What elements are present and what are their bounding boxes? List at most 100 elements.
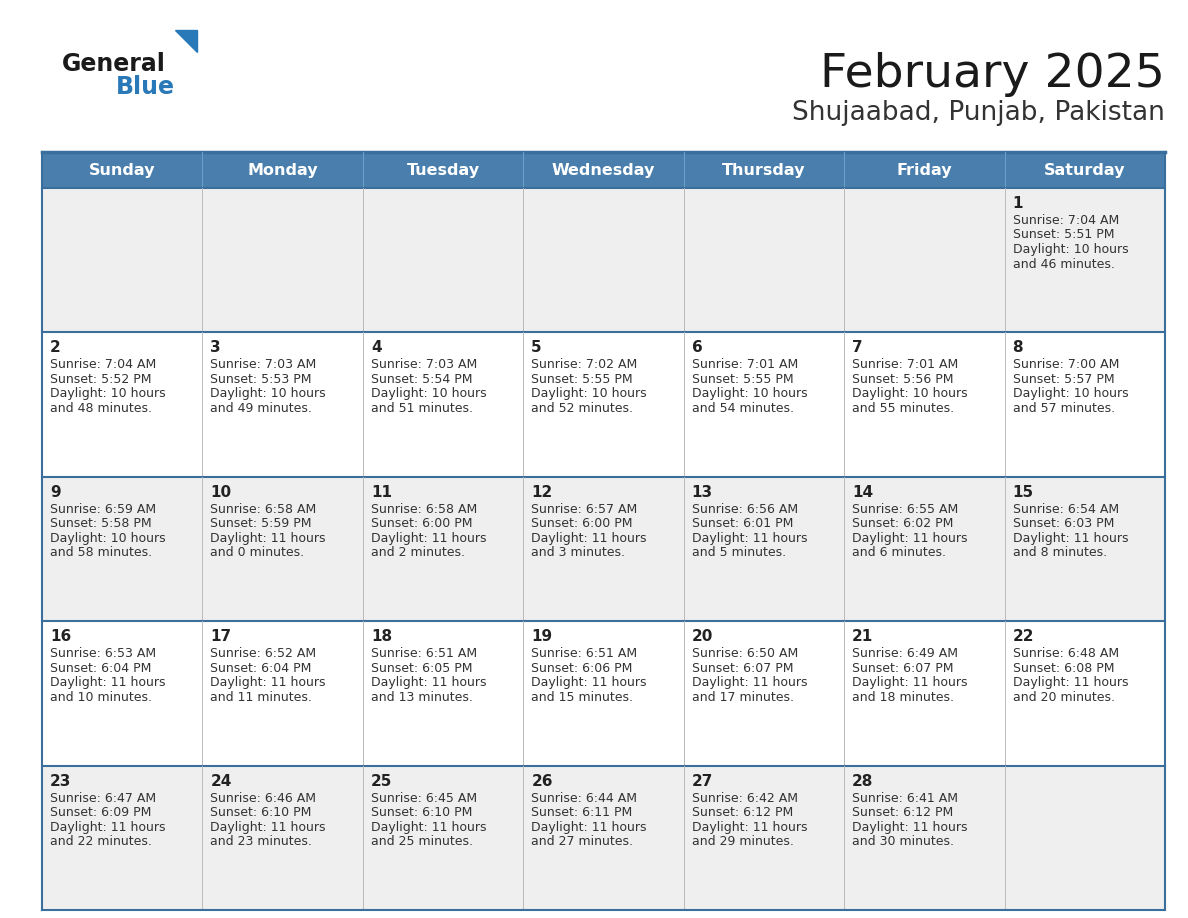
Polygon shape xyxy=(175,30,197,52)
Text: 8: 8 xyxy=(1012,341,1023,355)
Text: Sunset: 5:54 PM: Sunset: 5:54 PM xyxy=(371,373,473,386)
Text: and 52 minutes.: and 52 minutes. xyxy=(531,402,633,415)
Text: 22: 22 xyxy=(1012,629,1034,644)
Text: and 51 minutes.: and 51 minutes. xyxy=(371,402,473,415)
Text: and 58 minutes.: and 58 minutes. xyxy=(50,546,152,559)
Text: 15: 15 xyxy=(1012,485,1034,499)
Text: Sunrise: 6:49 AM: Sunrise: 6:49 AM xyxy=(852,647,959,660)
Text: Sunrise: 6:51 AM: Sunrise: 6:51 AM xyxy=(371,647,478,660)
Text: 20: 20 xyxy=(691,629,713,644)
Text: Thursday: Thursday xyxy=(722,162,805,177)
Text: and 30 minutes.: and 30 minutes. xyxy=(852,835,954,848)
Text: and 57 minutes.: and 57 minutes. xyxy=(1012,402,1114,415)
Text: Sunset: 6:09 PM: Sunset: 6:09 PM xyxy=(50,806,151,819)
Text: Sunrise: 7:03 AM: Sunrise: 7:03 AM xyxy=(210,358,317,372)
Text: 16: 16 xyxy=(50,629,71,644)
Text: Sunset: 6:03 PM: Sunset: 6:03 PM xyxy=(1012,518,1114,531)
Bar xyxy=(42,766,1165,910)
Text: and 11 minutes.: and 11 minutes. xyxy=(210,690,312,704)
Text: Sunrise: 6:51 AM: Sunrise: 6:51 AM xyxy=(531,647,638,660)
Text: Blue: Blue xyxy=(116,75,175,99)
Text: Sunset: 6:11 PM: Sunset: 6:11 PM xyxy=(531,806,632,819)
Text: Sunrise: 6:41 AM: Sunrise: 6:41 AM xyxy=(852,791,959,804)
Text: and 23 minutes.: and 23 minutes. xyxy=(210,835,312,848)
Text: and 48 minutes.: and 48 minutes. xyxy=(50,402,152,415)
Text: Sunrise: 7:03 AM: Sunrise: 7:03 AM xyxy=(371,358,478,372)
Bar xyxy=(42,188,1165,332)
Text: Daylight: 11 hours: Daylight: 11 hours xyxy=(371,677,486,689)
Text: Sunset: 5:56 PM: Sunset: 5:56 PM xyxy=(852,373,954,386)
Text: and 46 minutes.: and 46 minutes. xyxy=(1012,258,1114,271)
Text: 2: 2 xyxy=(50,341,61,355)
Text: Sunrise: 6:59 AM: Sunrise: 6:59 AM xyxy=(50,503,156,516)
Text: Daylight: 11 hours: Daylight: 11 hours xyxy=(1012,677,1129,689)
Text: Daylight: 11 hours: Daylight: 11 hours xyxy=(852,821,968,834)
Text: 19: 19 xyxy=(531,629,552,644)
Text: Sunday: Sunday xyxy=(89,162,156,177)
Text: and 27 minutes.: and 27 minutes. xyxy=(531,835,633,848)
Text: Sunrise: 6:42 AM: Sunrise: 6:42 AM xyxy=(691,791,797,804)
Text: Sunset: 5:59 PM: Sunset: 5:59 PM xyxy=(210,518,312,531)
Text: Sunrise: 7:04 AM: Sunrise: 7:04 AM xyxy=(1012,214,1119,227)
Text: 23: 23 xyxy=(50,774,71,789)
Text: Sunset: 5:52 PM: Sunset: 5:52 PM xyxy=(50,373,152,386)
Text: Daylight: 11 hours: Daylight: 11 hours xyxy=(531,821,646,834)
Text: 10: 10 xyxy=(210,485,232,499)
Text: Sunrise: 6:50 AM: Sunrise: 6:50 AM xyxy=(691,647,798,660)
Text: Sunrise: 6:55 AM: Sunrise: 6:55 AM xyxy=(852,503,959,516)
Text: 17: 17 xyxy=(210,629,232,644)
Text: Sunrise: 6:44 AM: Sunrise: 6:44 AM xyxy=(531,791,637,804)
Text: Sunset: 5:58 PM: Sunset: 5:58 PM xyxy=(50,518,152,531)
Text: and 25 minutes.: and 25 minutes. xyxy=(371,835,473,848)
Text: Daylight: 11 hours: Daylight: 11 hours xyxy=(210,821,326,834)
Text: 21: 21 xyxy=(852,629,873,644)
Text: Sunset: 6:04 PM: Sunset: 6:04 PM xyxy=(50,662,151,675)
Text: Daylight: 11 hours: Daylight: 11 hours xyxy=(691,677,807,689)
Text: Sunrise: 7:02 AM: Sunrise: 7:02 AM xyxy=(531,358,638,372)
Bar xyxy=(42,476,1165,621)
Text: Daylight: 11 hours: Daylight: 11 hours xyxy=(210,532,326,544)
Text: Sunset: 6:01 PM: Sunset: 6:01 PM xyxy=(691,518,794,531)
Text: Sunrise: 6:58 AM: Sunrise: 6:58 AM xyxy=(371,503,478,516)
Text: Daylight: 10 hours: Daylight: 10 hours xyxy=(1012,243,1129,256)
Text: and 54 minutes.: and 54 minutes. xyxy=(691,402,794,415)
Text: Sunset: 6:12 PM: Sunset: 6:12 PM xyxy=(852,806,954,819)
Text: Sunrise: 7:01 AM: Sunrise: 7:01 AM xyxy=(691,358,798,372)
Text: Sunset: 6:07 PM: Sunset: 6:07 PM xyxy=(691,662,794,675)
Text: and 18 minutes.: and 18 minutes. xyxy=(852,690,954,704)
Text: Sunset: 5:55 PM: Sunset: 5:55 PM xyxy=(531,373,633,386)
Text: 24: 24 xyxy=(210,774,232,789)
Text: Daylight: 10 hours: Daylight: 10 hours xyxy=(210,387,326,400)
Text: Sunset: 6:07 PM: Sunset: 6:07 PM xyxy=(852,662,954,675)
Text: and 22 minutes.: and 22 minutes. xyxy=(50,835,152,848)
Text: Sunset: 6:05 PM: Sunset: 6:05 PM xyxy=(371,662,473,675)
Text: and 20 minutes.: and 20 minutes. xyxy=(1012,690,1114,704)
Text: Friday: Friday xyxy=(897,162,952,177)
Text: 6: 6 xyxy=(691,341,702,355)
Text: and 0 minutes.: and 0 minutes. xyxy=(210,546,304,559)
Text: Sunset: 6:10 PM: Sunset: 6:10 PM xyxy=(371,806,473,819)
Text: Sunset: 5:53 PM: Sunset: 5:53 PM xyxy=(210,373,312,386)
Text: 27: 27 xyxy=(691,774,713,789)
Text: 5: 5 xyxy=(531,341,542,355)
Text: Monday: Monday xyxy=(247,162,318,177)
Text: Daylight: 11 hours: Daylight: 11 hours xyxy=(531,677,646,689)
Text: Daylight: 11 hours: Daylight: 11 hours xyxy=(50,821,165,834)
Text: Daylight: 11 hours: Daylight: 11 hours xyxy=(371,532,486,544)
Text: Daylight: 11 hours: Daylight: 11 hours xyxy=(210,677,326,689)
Text: Sunrise: 6:45 AM: Sunrise: 6:45 AM xyxy=(371,791,478,804)
Text: Sunrise: 7:00 AM: Sunrise: 7:00 AM xyxy=(1012,358,1119,372)
Text: Sunrise: 6:48 AM: Sunrise: 6:48 AM xyxy=(1012,647,1119,660)
Text: 9: 9 xyxy=(50,485,61,499)
Text: Sunrise: 6:52 AM: Sunrise: 6:52 AM xyxy=(210,647,316,660)
Text: 1: 1 xyxy=(1012,196,1023,211)
Text: Daylight: 10 hours: Daylight: 10 hours xyxy=(531,387,647,400)
Text: Sunrise: 6:56 AM: Sunrise: 6:56 AM xyxy=(691,503,798,516)
Text: 7: 7 xyxy=(852,341,862,355)
Bar xyxy=(42,152,1165,188)
Text: and 5 minutes.: and 5 minutes. xyxy=(691,546,785,559)
Text: Sunset: 5:57 PM: Sunset: 5:57 PM xyxy=(1012,373,1114,386)
Text: Daylight: 11 hours: Daylight: 11 hours xyxy=(371,821,486,834)
Text: 3: 3 xyxy=(210,341,221,355)
Text: February 2025: February 2025 xyxy=(820,52,1165,97)
